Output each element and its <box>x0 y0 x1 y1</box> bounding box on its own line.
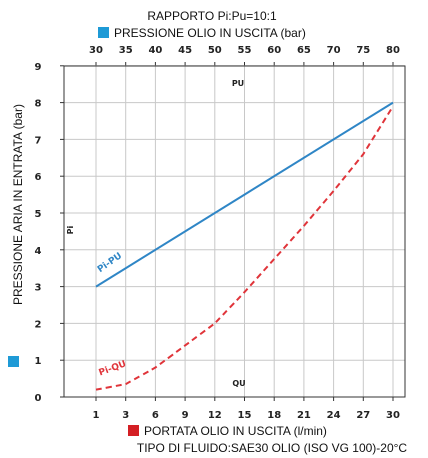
bottom-tick-label: 15 <box>238 410 252 421</box>
top-tick-label: 40 <box>148 45 162 56</box>
top-tick-label: 35 <box>119 45 133 56</box>
left-tick-label: 8 <box>35 99 42 110</box>
bottom-tick-label: 1 <box>93 410 100 421</box>
series-line-pi-qu <box>95 105 394 391</box>
left-tick-label: 1 <box>35 356 42 367</box>
bottom-axis-marker <box>128 425 139 436</box>
fluid-note: TIPO DI FLUIDO:SAE30 OLIO (ISO VG 100)-2… <box>137 441 408 455</box>
bottom-tick-label: 24 <box>327 410 341 421</box>
bottom-axis-ticks: 1 3 6 9 12 15 18 21 24 27 30 <box>93 397 400 421</box>
top-tick-label: 80 <box>386 45 400 56</box>
left-tick-label: 7 <box>35 135 42 146</box>
chart-title: RAPPORTO Pi:Pu=10:1 <box>147 9 277 23</box>
bottom-tick-label: 9 <box>182 410 189 421</box>
top-tick-label: 55 <box>238 45 252 56</box>
top-tick-label: 60 <box>267 45 281 56</box>
qu-label: QU <box>232 379 245 388</box>
top-tick-label: 50 <box>208 45 222 56</box>
left-tick-label: 5 <box>35 209 42 220</box>
bottom-axis-label: PORTATA OLIO IN USCITA (l/min) <box>144 424 327 438</box>
series-label-pi-qu: Pi-QU <box>98 359 128 378</box>
left-tick-label: 2 <box>35 319 42 330</box>
top-axis-label: PRESSIONE OLIO IN USCITA (bar) <box>114 26 306 40</box>
left-tick-label: 0 <box>35 393 42 404</box>
top-tick-label: 75 <box>356 45 370 56</box>
left-tick-label: 4 <box>35 246 42 257</box>
bottom-tick-label: 3 <box>122 410 129 421</box>
pu-label: PU <box>232 79 244 88</box>
bottom-tick-label: 6 <box>152 410 159 421</box>
left-tick-label: 9 <box>35 62 42 73</box>
bottom-tick-label: 12 <box>208 410 222 421</box>
bottom-tick-label: 21 <box>297 410 311 421</box>
bottom-tick-label: 18 <box>267 410 281 421</box>
plot-frame <box>63 65 406 398</box>
top-tick-label: 65 <box>297 45 311 56</box>
left-tick-label: 3 <box>35 283 42 294</box>
left-axis-marker <box>8 356 19 367</box>
top-tick-label: 70 <box>327 45 341 56</box>
pi-label: Pi <box>66 225 75 234</box>
top-tick-label: 30 <box>89 45 103 56</box>
series-line-pi-pu <box>95 101 394 288</box>
grid <box>64 65 405 398</box>
left-axis-ticks: 0 1 2 3 4 5 6 7 8 9 <box>35 62 64 404</box>
top-tick-label: 45 <box>178 45 192 56</box>
left-axis-label: PRESSIONE ARIA IN ENTRATA (bar) <box>11 104 25 305</box>
top-axis-marker <box>98 27 109 38</box>
bottom-tick-label: 27 <box>356 410 370 421</box>
top-axis-ticks: 30 35 40 45 50 55 60 65 70 75 80 <box>89 45 400 66</box>
bottom-tick-label: 30 <box>386 410 400 421</box>
left-tick-label: 6 <box>35 172 42 183</box>
